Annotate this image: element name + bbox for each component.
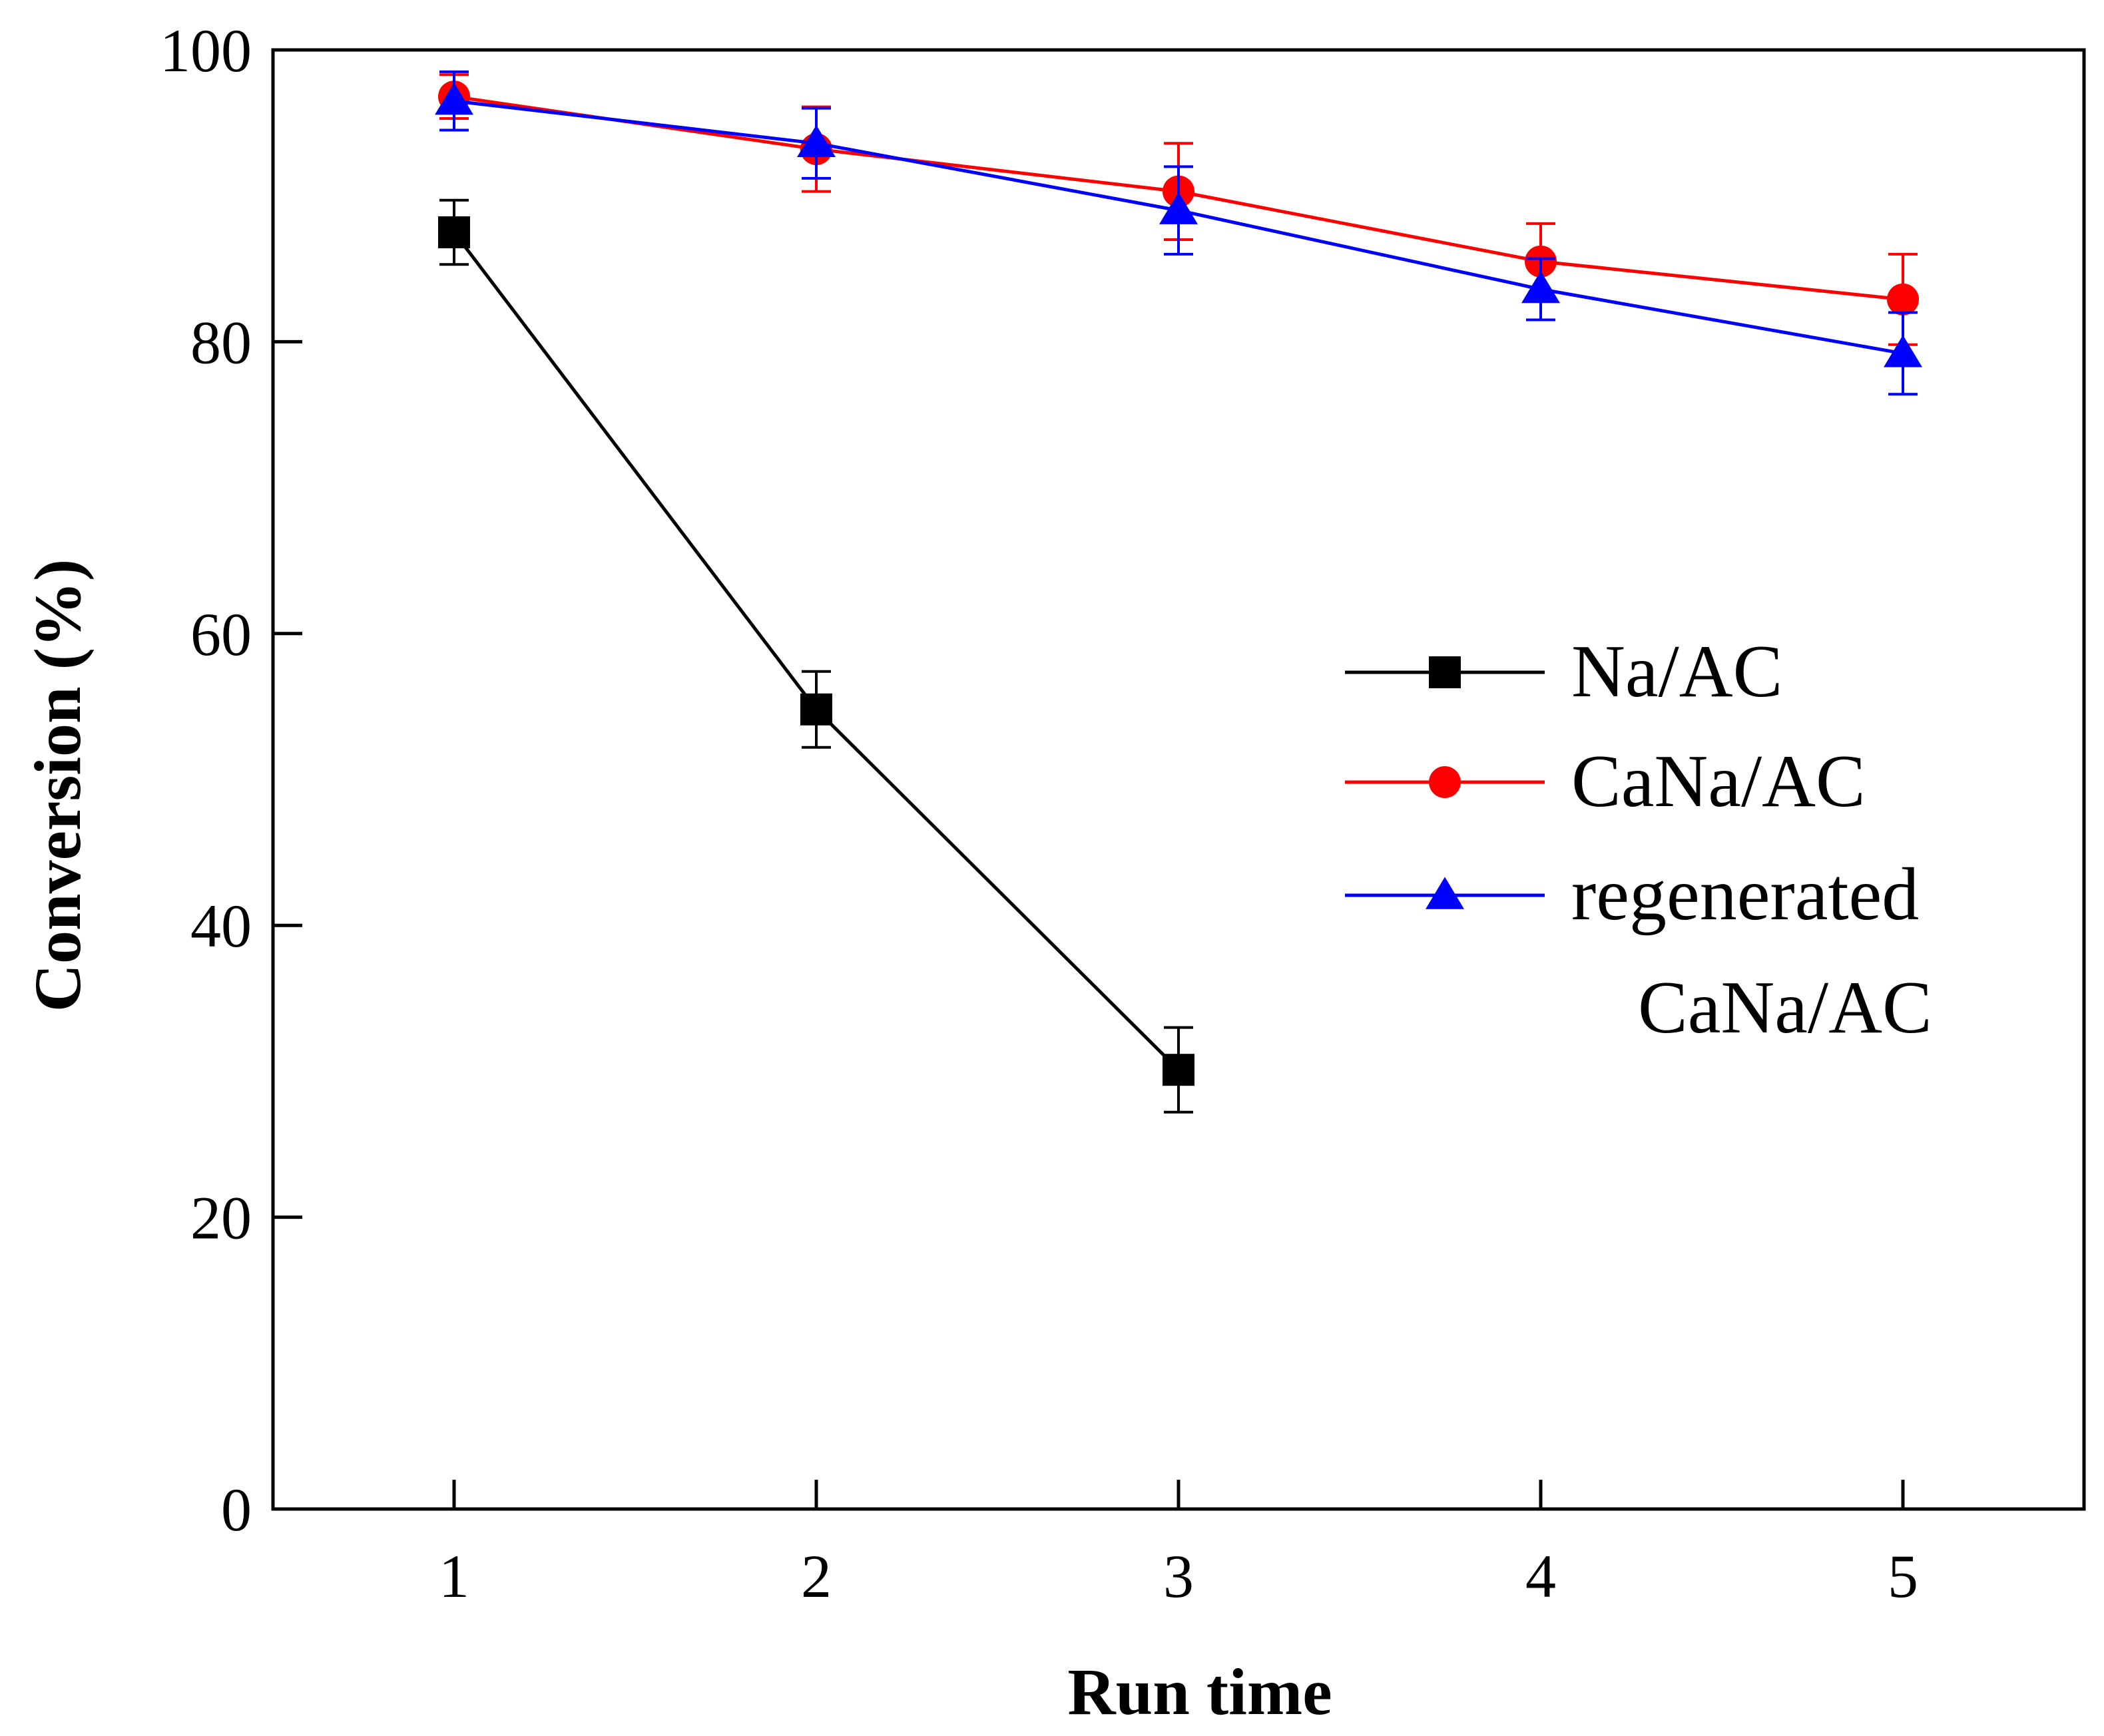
data-point-2-1 — [797, 124, 836, 157]
axes: 1 2 3 4 5 0 20 40 60 80 100 — [160, 17, 1918, 1610]
series-line-0 — [453, 231, 1180, 1071]
y-tick-label-40: 40 — [190, 892, 252, 960]
legend-label-0: Na/AC — [1571, 630, 1782, 713]
legend-label-2-line2: CaNa/AC — [1638, 967, 1932, 1049]
data-point-1-4 — [1887, 283, 1919, 316]
y-tick-label-80: 80 — [190, 308, 252, 376]
y-tick-label-100: 100 — [160, 17, 252, 85]
x-axis-title: Run time — [1067, 1655, 1332, 1729]
legend-label-1: CaNa/AC — [1571, 740, 1866, 823]
legend-marker-2 — [1426, 877, 1464, 909]
data-point-0-1 — [800, 693, 832, 726]
legend: Na/AC CaNa/AC regenerated CaNa/AC — [1345, 630, 1932, 1049]
y-tick-label-60: 60 — [190, 600, 252, 668]
data-point-2-2 — [1159, 192, 1198, 224]
x-tick-label-2: 2 — [801, 1542, 832, 1610]
data-point-0-0 — [438, 216, 470, 248]
y-tick-label-20: 20 — [190, 1184, 252, 1252]
data-point-2-0 — [435, 83, 473, 115]
legend-marker-1 — [1429, 766, 1461, 798]
series-0 — [438, 198, 1194, 1114]
data-point-2-4 — [1884, 335, 1922, 367]
y-axis-title: Conversion (%) — [21, 559, 95, 1012]
data-point-2-3 — [1521, 270, 1560, 304]
x-tick-label-4: 4 — [1525, 1542, 1556, 1610]
x-tick-label-3: 3 — [1163, 1542, 1194, 1610]
x-tick-label-5: 5 — [1888, 1542, 1918, 1610]
data-point-0-2 — [1163, 1054, 1194, 1086]
x-tick-label-1: 1 — [439, 1542, 469, 1610]
series-2 — [435, 70, 1922, 396]
legend-marker-0 — [1429, 656, 1461, 688]
plot-area — [435, 70, 1922, 1114]
legend-label-2: regenerated — [1571, 853, 1919, 936]
y-tick-label-0: 0 — [221, 1476, 252, 1544]
